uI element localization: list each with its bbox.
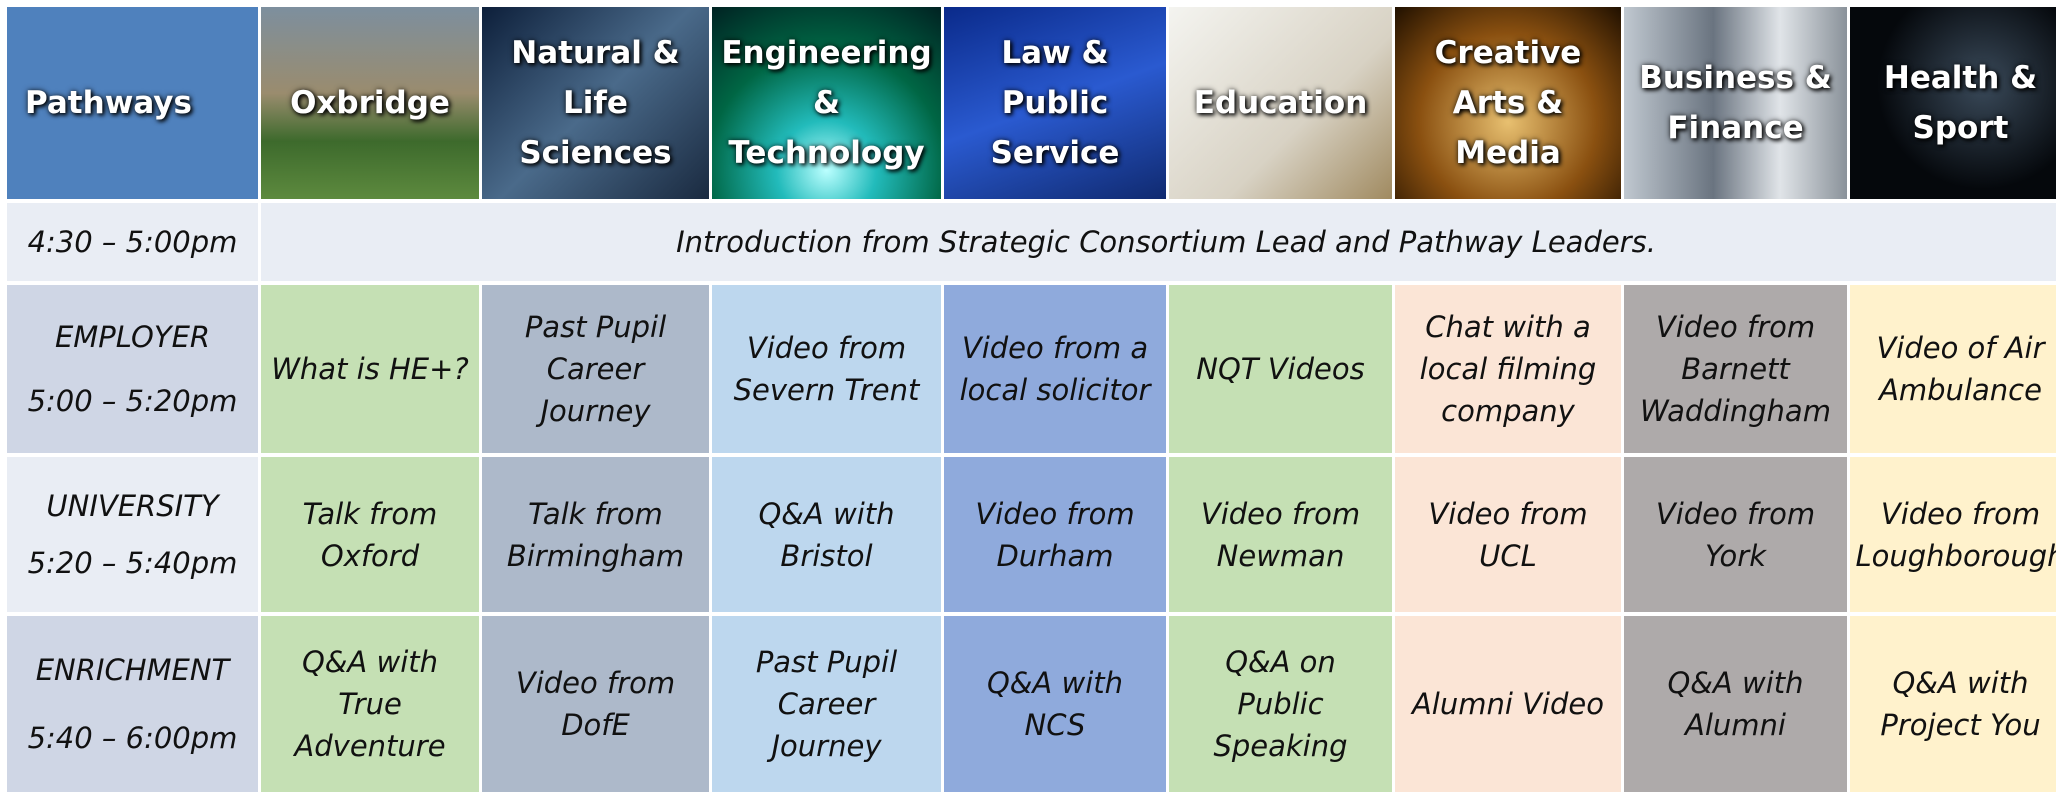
pathway-header: Engineering & Technology <box>712 7 941 199</box>
row-name: ENRICHMENT <box>35 653 230 687</box>
session-cell: What is HE+? <box>261 285 479 453</box>
session-cell: Video from UCL <box>1395 457 1621 612</box>
session-cell: Talk from Oxford <box>261 457 479 612</box>
pathway-header: Education <box>1169 7 1392 199</box>
row-time: 5:40 – 6:00pm <box>27 721 238 755</box>
intro-text: Introduction from Strategic Consortium L… <box>261 203 2056 281</box>
session-cell: Q&A with True Adventure <box>261 616 479 792</box>
row-name: UNIVERSITY <box>46 488 219 523</box>
session-cell: Video from DofE <box>482 616 709 792</box>
session-cell: Q&A with Alumni <box>1624 616 1847 792</box>
row-name: EMPLOYER <box>54 320 211 354</box>
session-cell: Video from York <box>1624 457 1847 612</box>
session-cell: Q&A with NCS <box>944 616 1166 792</box>
session-cell: Alumni Video <box>1395 616 1621 792</box>
session-cell: Past Pupil Career Journey <box>482 285 709 453</box>
intro-time: 4:30 – 5:00pm <box>7 203 258 281</box>
row-label: UNIVERSITY 5:20 – 5:40pm <box>7 457 258 612</box>
row-label: EMPLOYER 5:00 – 5:20pm <box>7 285 258 453</box>
row-time: 5:20 – 5:40pm <box>27 546 238 581</box>
pathway-header: Creative Arts & Media <box>1395 7 1621 199</box>
pathway-header: Business & Finance <box>1624 7 1847 199</box>
row-label: ENRICHMENT 5:40 – 6:00pm <box>7 616 258 792</box>
pathway-header: Natural & Life Sciences <box>482 7 709 199</box>
pathway-header: Law & Public Service <box>944 7 1166 199</box>
session-cell: Video from Severn Trent <box>712 285 941 453</box>
session-cell: Video from Durham <box>944 457 1166 612</box>
pathway-header: Oxbridge <box>261 7 479 199</box>
session-cell: Video from a local solicitor <box>944 285 1166 453</box>
session-cell: Video of Air Ambulance <box>1850 285 2056 453</box>
session-cell: Talk from Birmingham <box>482 457 709 612</box>
session-cell: Video from Newman <box>1169 457 1392 612</box>
session-cell: Video from Barnett Waddingham <box>1624 285 1847 453</box>
pathway-header: Health & Sport <box>1850 7 2056 199</box>
session-cell: Chat with a local filming company <box>1395 285 1621 453</box>
header-title: Pathways <box>7 7 258 199</box>
session-cell: Q&A with Project You <box>1850 616 2056 792</box>
session-cell: Video from Loughborough <box>1850 457 2056 612</box>
session-cell: NQT Videos <box>1169 285 1392 453</box>
row-time: 5:00 – 5:20pm <box>27 384 238 418</box>
session-cell: Past Pupil Career Journey <box>712 616 941 792</box>
session-cell: Q&A on Public Speaking <box>1169 616 1392 792</box>
session-cell: Q&A with Bristol <box>712 457 941 612</box>
